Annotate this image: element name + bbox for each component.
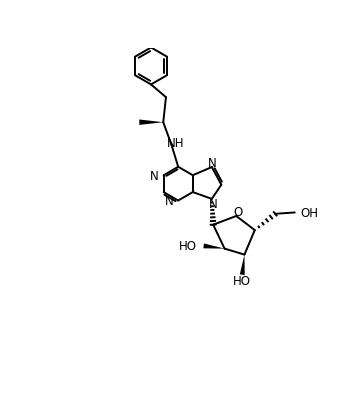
Text: O: O [233, 205, 242, 218]
Polygon shape [139, 120, 163, 126]
Text: N: N [209, 198, 217, 211]
Text: N: N [150, 169, 159, 182]
Text: HO: HO [233, 275, 251, 288]
Text: OH: OH [301, 207, 319, 220]
Polygon shape [240, 255, 245, 275]
Text: N: N [208, 156, 217, 169]
Text: N: N [164, 194, 173, 207]
Text: NH: NH [167, 136, 184, 149]
Text: HO: HO [179, 240, 197, 253]
Polygon shape [203, 244, 225, 249]
